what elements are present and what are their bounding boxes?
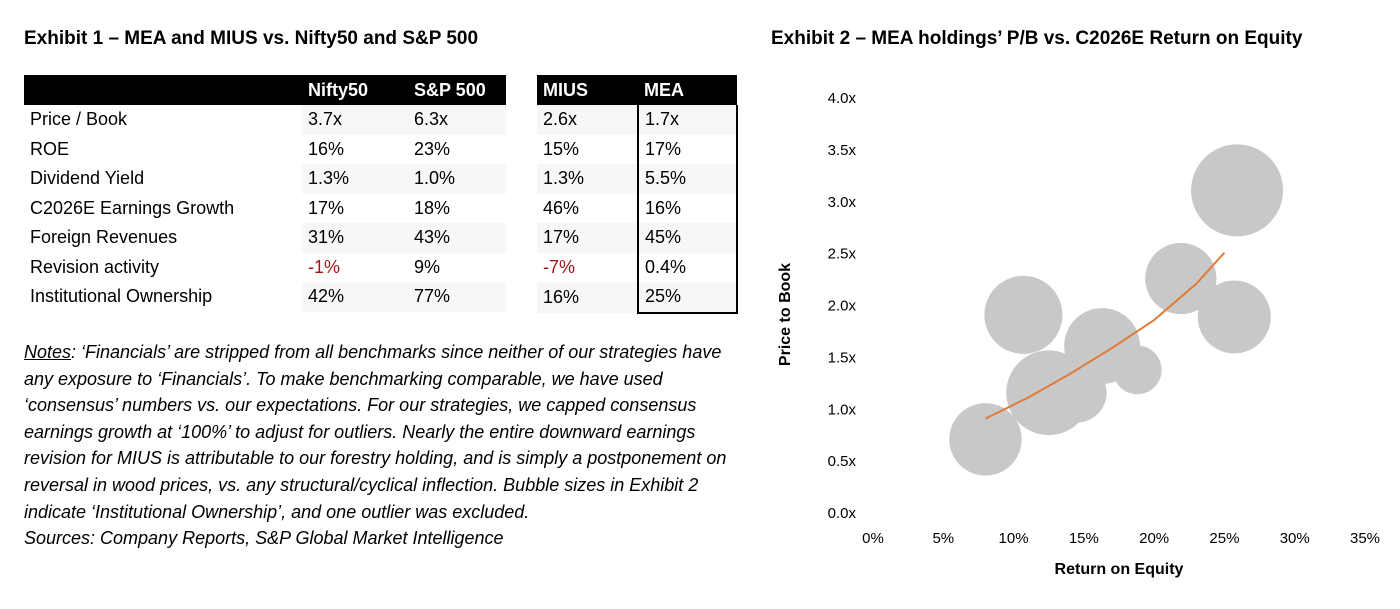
y-tick-label: 0.5x xyxy=(828,453,857,470)
exhibit1-title: Exhibit 1 – MEA and MIUS vs. Nifty50 and… xyxy=(24,28,479,49)
table-cell: 1.3% xyxy=(537,164,638,194)
table-row: 1.3% 5.5% xyxy=(537,164,738,194)
bubble-point xyxy=(1145,242,1217,315)
x-tick-label: 5% xyxy=(932,530,954,547)
table-row: ROE 16% 23% xyxy=(24,135,506,165)
table-row: 2.6x 1.7x xyxy=(537,105,738,135)
table-row: 46% 16% xyxy=(537,193,738,223)
table-cell: 25% xyxy=(637,282,738,314)
table-cell: 6.3x xyxy=(408,105,506,135)
bubble-point xyxy=(1191,144,1284,237)
table-cell: 31% xyxy=(302,223,408,253)
row-label: Price / Book xyxy=(30,109,128,130)
table-cell: 1.7x xyxy=(637,105,738,135)
table-row: Dividend Yield 1.3% 1.0% xyxy=(24,164,506,194)
table-cell: 17% xyxy=(308,197,345,218)
x-tick-label: 30% xyxy=(1280,530,1310,547)
table-row: 15% 17% xyxy=(537,134,738,164)
table-cell: 1.3% xyxy=(302,164,408,194)
bubble-chart: 0.0x 0.5x 1.0x 1.5x 2.0x 2.5x 3.0x 3.5x 4.0x 0% 5%… xyxy=(777,90,1380,578)
table-cell: 77% xyxy=(408,282,506,312)
x-tick-label: 0% xyxy=(862,530,884,547)
x-tick-label: 20% xyxy=(1139,530,1169,547)
table-cell: 17% xyxy=(637,134,738,164)
table-row: 16% 25% xyxy=(537,282,738,314)
row-label: Revision activity xyxy=(30,256,160,277)
y-tick-label: 2.0x xyxy=(828,298,857,315)
x-axis-label: Return on Equity xyxy=(1055,561,1184,578)
x-tick-label: 10% xyxy=(999,530,1029,547)
y-tick-label: 3.0x xyxy=(828,194,857,211)
y-tick-label: 4.0x xyxy=(828,90,857,107)
x-tick-label: 15% xyxy=(1069,530,1099,547)
strategy-table: MIUS MEA 2.6x 1.7x 15% 17% 1.3% 5.5% 46% 16% 17%… xyxy=(537,75,738,314)
table-header-cell: MIUS xyxy=(537,75,638,105)
bubble-point xyxy=(949,403,1022,476)
bubble-point xyxy=(1197,280,1271,354)
row-label: Foreign Revenues xyxy=(30,227,178,248)
table-cell: 16% xyxy=(637,193,738,223)
table-header-cell: S&P 500 xyxy=(408,75,506,105)
y-axis-label: Price to Book xyxy=(777,263,794,366)
table-header-cell xyxy=(24,75,302,105)
y-tick-label: 3.5x xyxy=(828,142,857,159)
x-tick-label: 35% xyxy=(1350,530,1380,547)
row-label: ROE xyxy=(30,138,70,159)
trend-line xyxy=(985,251,1226,420)
table-cell: 0.4% xyxy=(637,252,738,282)
table-cell: 46% xyxy=(543,197,580,218)
table-row: 17% 45% xyxy=(537,223,738,253)
table-cell: 18% xyxy=(414,197,451,218)
table-cell: 3.7x xyxy=(302,105,408,135)
table-cell: 45% xyxy=(637,223,738,253)
table-cell: -7% xyxy=(543,256,576,277)
sources-text: Sources: Company Reports, S&P Global Mar… xyxy=(24,528,504,549)
row-label: C2026E Earnings Growth xyxy=(30,197,235,218)
table-cell: 16% xyxy=(308,138,345,159)
table-cell: 43% xyxy=(408,223,506,253)
table-cell: 17% xyxy=(537,223,638,253)
row-label: Institutional Ownership xyxy=(30,286,213,307)
table-cell: -1% xyxy=(308,256,341,277)
table-row: Institutional Ownership 42% 77% xyxy=(24,282,506,312)
bubble-point xyxy=(1112,345,1162,395)
table-row: C2026E Earnings Growth 17% 18% xyxy=(24,194,506,224)
table-row: Revision activity -1% 9% xyxy=(24,253,506,283)
table-cell: 23% xyxy=(414,138,451,159)
y-tick-label: 1.0x xyxy=(828,401,857,418)
notes-block: Notes: ‘Financials’ are stripped from al… xyxy=(24,339,744,552)
table-header-cell: Nifty50 xyxy=(302,75,408,105)
table-cell: 5.5% xyxy=(637,164,738,194)
table-cell: 16% xyxy=(537,282,638,313)
table-cell: 2.6x xyxy=(537,105,638,135)
y-tick-label: 1.5x xyxy=(828,349,857,366)
y-tick-label: 2.5x xyxy=(828,246,857,263)
table-cell: 1.0% xyxy=(408,164,506,194)
table-cell: 9% xyxy=(414,256,441,277)
row-label: Dividend Yield xyxy=(30,168,145,189)
notes-text: : ‘Financials’ are stripped from all ben… xyxy=(24,342,727,522)
table-cell: 15% xyxy=(543,138,580,159)
table-header-cell: MEA xyxy=(638,75,737,105)
table-row: Foreign Revenues 31% 43% xyxy=(24,223,506,253)
table-cell: 42% xyxy=(302,282,408,312)
notes-label: Notes xyxy=(24,342,72,362)
benchmark-table: Nifty50 S&P 500 Price / Book 3.7x 6.3x ROE 1… xyxy=(24,75,506,312)
y-tick-label: 0.0x xyxy=(828,505,857,522)
table-row: Price / Book 3.7x 6.3x xyxy=(24,105,506,135)
exhibit2-title: Exhibit 2 – MEA holdings’ P/B vs. C2026E… xyxy=(771,28,1303,49)
table-row: -7% 0.4% xyxy=(537,252,738,282)
bubble-point xyxy=(984,275,1063,354)
x-tick-label: 25% xyxy=(1209,530,1239,547)
